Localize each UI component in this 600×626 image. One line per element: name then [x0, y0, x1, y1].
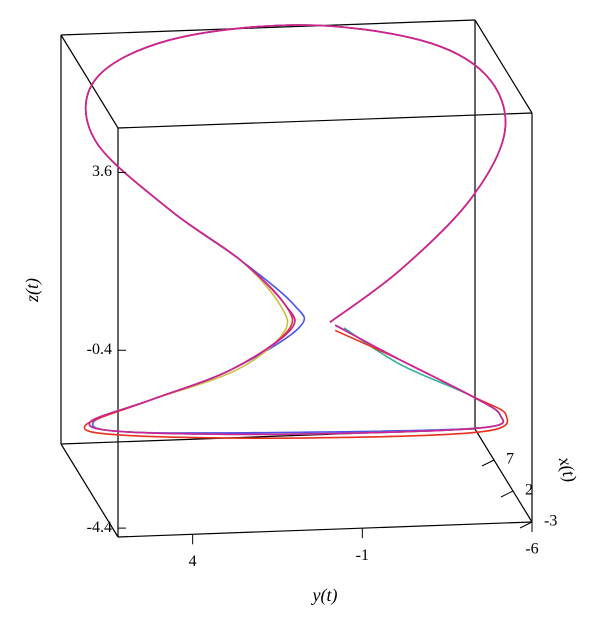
x-tick — [481, 459, 495, 467]
trajectory — [83, 24, 509, 440]
box-edge — [60, 19, 476, 36]
z-tick-label: 3.6 — [92, 163, 112, 180]
x-tick — [519, 521, 533, 529]
box-edge — [474, 428, 533, 523]
trajectory — [84, 24, 507, 436]
trajectory — [84, 24, 507, 434]
y-tick-label: -6 — [525, 541, 538, 558]
z-tick-label: -0.4 — [87, 341, 112, 358]
z-tick-label: -4.4 — [87, 519, 112, 536]
box-edge — [117, 112, 533, 129]
box-edge — [60, 34, 119, 129]
box-edge — [60, 443, 119, 538]
z-axis-label: z(t) — [22, 278, 43, 303]
y-axis-label: y(t) — [311, 585, 338, 606]
x-axis-label: x(t) — [554, 454, 581, 485]
y-tick-label: -1 — [356, 547, 369, 564]
x-tick — [500, 490, 514, 498]
y-tick-label: 4 — [189, 553, 197, 570]
x-tick-label: 7 — [506, 451, 514, 468]
x-tick-label: 2 — [525, 482, 533, 499]
box-edge — [117, 521, 533, 538]
box-edge — [474, 19, 533, 114]
x-tick-label: -3 — [544, 513, 557, 530]
